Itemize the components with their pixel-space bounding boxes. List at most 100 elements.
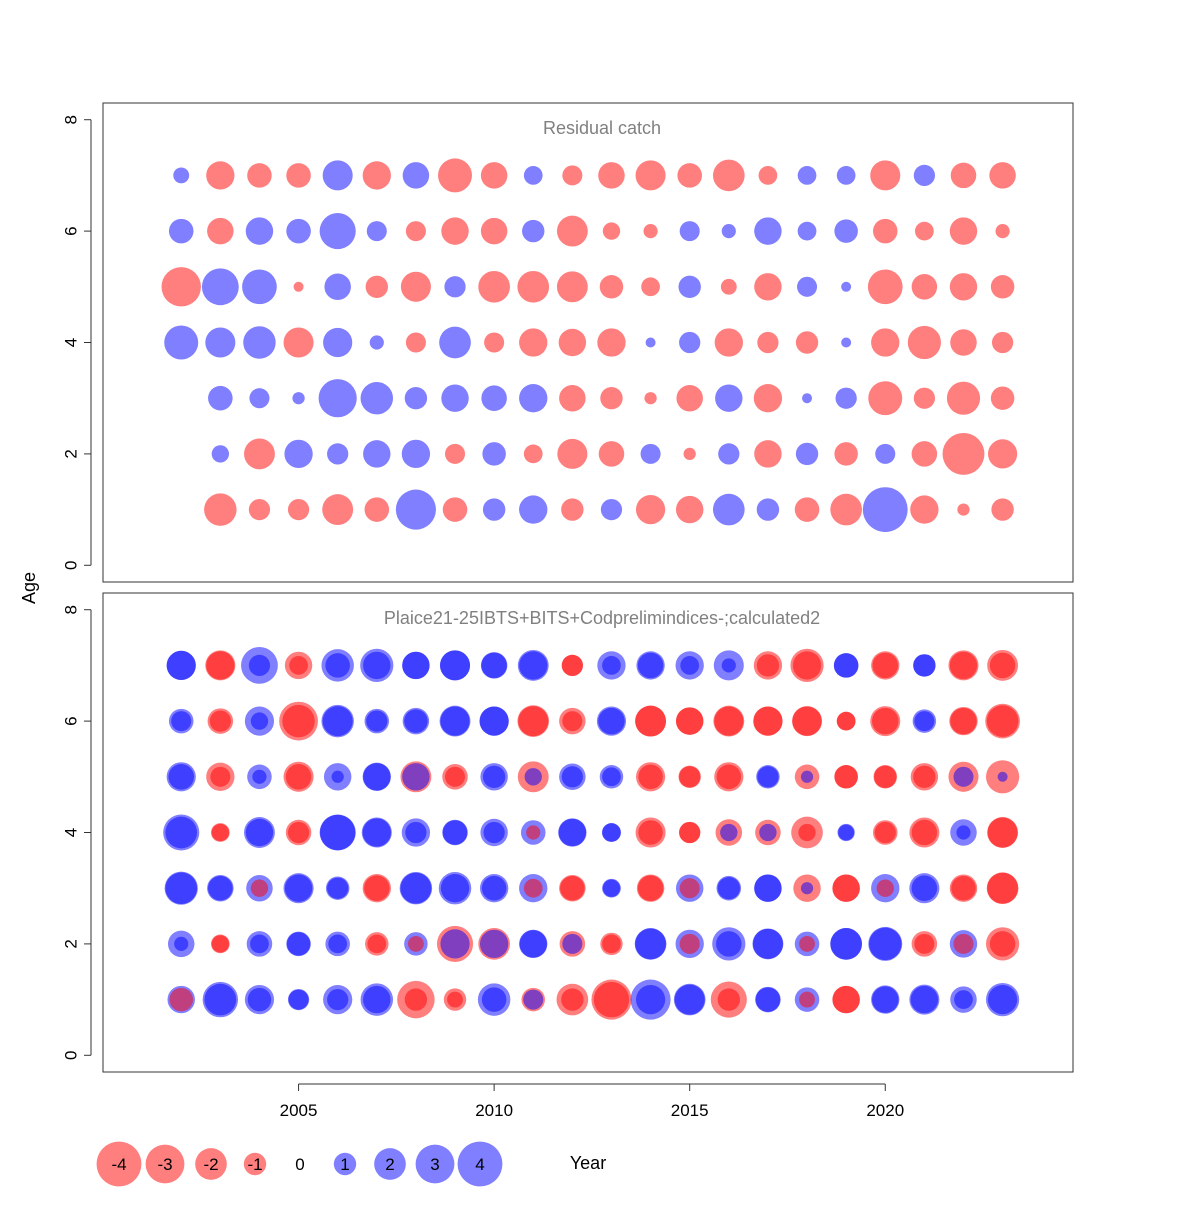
residual-bubble: [517, 270, 550, 303]
residual-bubble: [754, 217, 782, 245]
residual-bubble: [953, 766, 974, 787]
residual-bubble: [523, 878, 543, 898]
residual-bubble: [245, 217, 274, 245]
residual-bubble: [635, 705, 667, 737]
residual-bubble: [874, 821, 896, 844]
residual-bubble: [870, 160, 901, 191]
legend-label: -4: [111, 1155, 126, 1174]
residual-bubble: [872, 652, 899, 679]
residual-bubble: [211, 445, 230, 463]
residual-bubble: [679, 766, 701, 788]
residual-bubble: [949, 273, 978, 301]
residual-bubble: [679, 878, 700, 899]
residual-bubble: [562, 933, 583, 954]
residual-bubble: [438, 158, 473, 193]
residual-bubble: [832, 874, 860, 902]
residual-bubble: [675, 495, 704, 524]
residual-bubble: [800, 882, 814, 895]
residual-bubble: [911, 274, 938, 300]
residual-bubble: [602, 823, 621, 842]
residual-bubble: [987, 439, 1018, 469]
panel-title-bottom: Plaice21-25IBTS+BITS+Codprelimindices-;c…: [384, 608, 820, 628]
residual-bubble: [206, 651, 235, 680]
residual-bubble: [481, 652, 507, 679]
residual-bubble: [365, 275, 388, 299]
residual-bubble: [638, 764, 663, 790]
residual-bubble: [282, 704, 315, 738]
residual-bubble: [401, 439, 431, 469]
residual-bubble: [721, 224, 736, 239]
residual-bubble: [366, 710, 388, 732]
residual-bubble: [204, 493, 237, 526]
residual-bubble: [161, 267, 201, 307]
residual-bubble: [914, 933, 935, 954]
residual-bubble: [405, 332, 426, 353]
residual-bubble: [954, 990, 973, 1009]
residual-bubble: [950, 162, 977, 189]
residual-bubble: [950, 707, 977, 735]
residual-bubble: [797, 221, 817, 241]
residual-bubble: [798, 823, 816, 842]
bubbles-layer: [161, 158, 1020, 1020]
residual-bubble: [867, 269, 903, 305]
residual-bubble: [480, 162, 508, 189]
residual-bubble: [244, 438, 275, 470]
residual-bubble: [830, 493, 862, 526]
legend-bubble: [243, 1152, 267, 1176]
residual-bubble: [862, 487, 908, 532]
residual-bubble: [250, 712, 269, 730]
y-tick-label: 0: [61, 1051, 80, 1060]
residual-bubble: [479, 929, 509, 959]
residual-bubble: [402, 763, 430, 791]
residual-bubble: [715, 384, 743, 412]
residual-bubble: [756, 498, 780, 521]
residual-bubble: [991, 498, 1014, 521]
residual-bubble: [293, 281, 304, 292]
residual-bubble: [478, 270, 510, 303]
residual-bubble: [561, 766, 583, 788]
residual-bubble: [834, 442, 858, 466]
residual-bubble: [444, 276, 466, 298]
residual-bubble: [480, 217, 508, 245]
residual-bubble: [597, 328, 626, 357]
residual-bubble: [174, 936, 189, 951]
residual-bubble: [481, 875, 507, 901]
residual-bubble: [637, 875, 664, 901]
residual-bubble: [556, 215, 588, 247]
residual-bubble: [201, 268, 239, 306]
residual-bubble: [871, 328, 900, 357]
residual-bubble: [950, 329, 977, 356]
residual-bubble: [797, 276, 818, 297]
residual-bubble: [444, 443, 466, 464]
residual-bubble: [407, 935, 424, 952]
residual-bubble: [207, 217, 234, 245]
residual-bubble: [720, 823, 738, 842]
residual-bubble: [363, 651, 391, 680]
residual-bubble: [675, 707, 704, 735]
residual-bubble: [836, 166, 856, 185]
residual-bubble: [757, 766, 779, 788]
residual-bubble: [797, 166, 817, 185]
legend-label: 4: [475, 1155, 484, 1174]
residual-bubble: [165, 872, 198, 905]
residual-bubble: [676, 384, 703, 412]
residual-bubble: [318, 379, 357, 418]
residual-bubble: [363, 985, 391, 1014]
residual-bubble: [989, 931, 1016, 957]
residual-bubble: [635, 160, 666, 191]
residual-bubble: [913, 654, 936, 677]
residual-bubble: [679, 821, 701, 844]
legend-bubble: [457, 1141, 503, 1187]
residual-bubble: [907, 325, 941, 360]
residual-bubble: [360, 381, 394, 415]
residual-bubble: [327, 877, 349, 899]
residual-bubble: [599, 275, 624, 299]
residual-bubble: [402, 651, 430, 680]
residual-bubble: [524, 768, 542, 786]
residual-bubble: [635, 494, 666, 525]
residual-bubble: [362, 161, 391, 190]
residual-bubble: [289, 656, 308, 675]
residual-bubble: [519, 495, 548, 524]
residual-bubble: [910, 985, 939, 1014]
